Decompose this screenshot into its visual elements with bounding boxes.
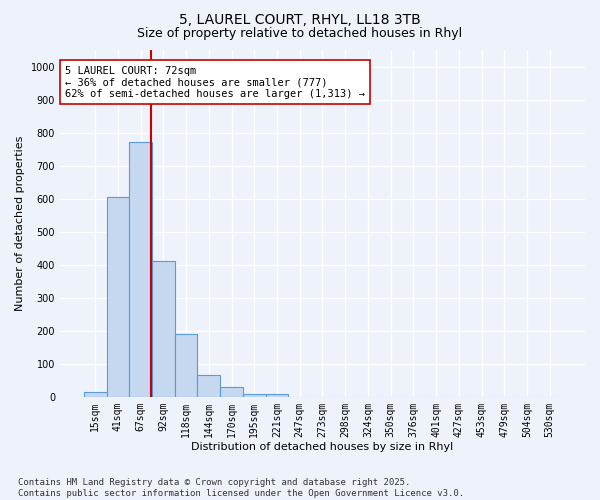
Text: Contains HM Land Registry data © Crown copyright and database right 2025.
Contai: Contains HM Land Registry data © Crown c… [18,478,464,498]
Bar [266,394,289,397]
Bar [129,142,152,397]
Bar [243,394,266,397]
Bar [175,334,197,397]
Text: Size of property relative to detached houses in Rhyl: Size of property relative to detached ho… [137,28,463,40]
Text: 5, LAUREL COURT, RHYL, LL18 3TB: 5, LAUREL COURT, RHYL, LL18 3TB [179,12,421,26]
Bar [152,262,175,397]
Y-axis label: Number of detached properties: Number of detached properties [15,136,25,311]
Bar [84,392,107,397]
Text: 5 LAUREL COURT: 72sqm
← 36% of detached houses are smaller (777)
62% of semi-det: 5 LAUREL COURT: 72sqm ← 36% of detached … [65,66,365,99]
Bar [107,197,129,397]
X-axis label: Distribution of detached houses by size in Rhyl: Distribution of detached houses by size … [191,442,454,452]
Bar [220,387,243,397]
Bar [197,376,220,397]
